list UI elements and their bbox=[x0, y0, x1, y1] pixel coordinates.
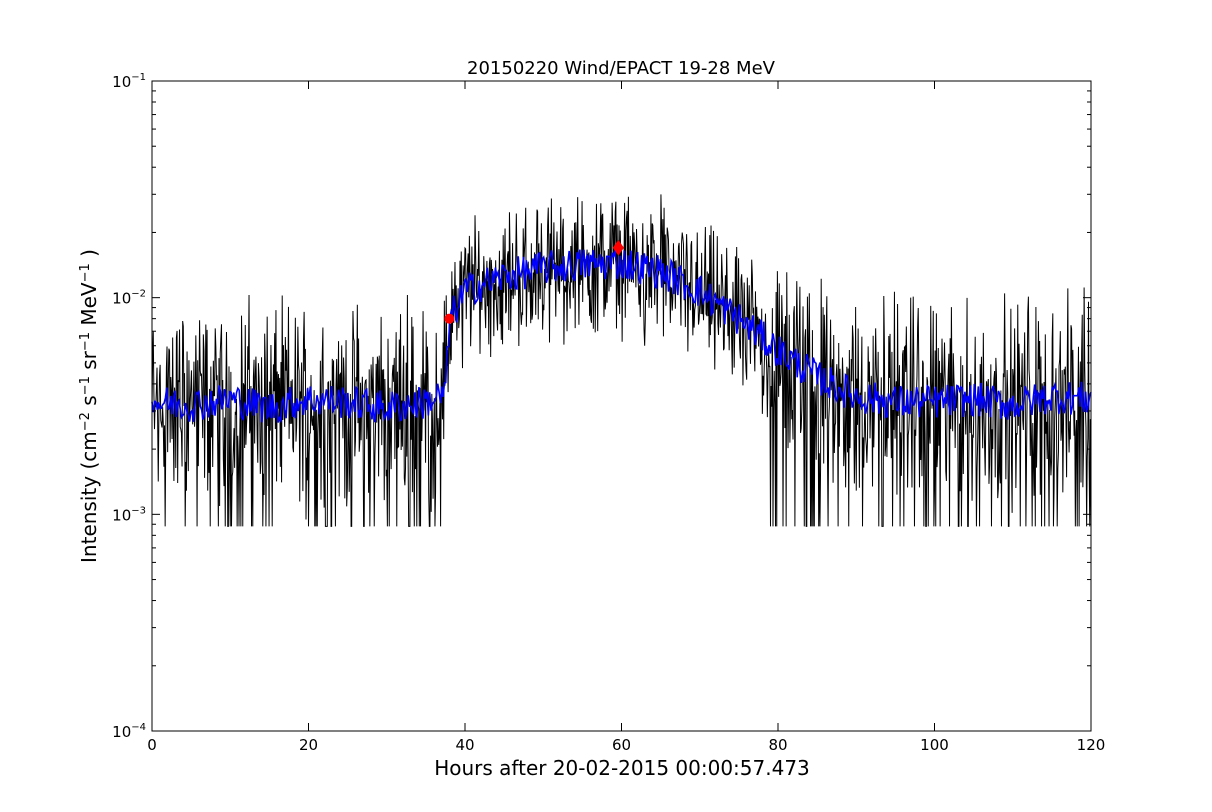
y-tick-base: 10 bbox=[112, 723, 131, 741]
onset-peak-markers bbox=[444, 239, 624, 324]
y-label-text: MeV bbox=[77, 282, 101, 332]
y-label-exponent: −2 bbox=[78, 412, 93, 431]
x-tick-label: 100 bbox=[920, 736, 949, 754]
y-label-text: Intensity (cm bbox=[77, 431, 101, 563]
x-tick-label: 80 bbox=[768, 736, 787, 754]
x-tick-label: 40 bbox=[455, 736, 474, 754]
y-tick-label: 10−2 bbox=[112, 289, 146, 308]
y-tick-exponent: −3 bbox=[131, 505, 146, 516]
y-axis-ticks: 10−410−310−210−1 bbox=[112, 72, 1091, 741]
y-tick-base: 10 bbox=[112, 506, 131, 524]
y-tick-label: 10−4 bbox=[112, 722, 146, 741]
x-tick-label: 0 bbox=[147, 736, 157, 754]
y-tick-exponent: −4 bbox=[131, 722, 146, 733]
y-tick-label: 10−3 bbox=[112, 505, 146, 524]
smoothed-series-line bbox=[151, 249, 1092, 424]
x-tick-label: 20 bbox=[299, 736, 318, 754]
x-tick-label: 60 bbox=[612, 736, 631, 754]
smoothed-intensity-series bbox=[151, 249, 1092, 424]
y-tick-exponent: −2 bbox=[131, 289, 146, 300]
y-tick-base: 10 bbox=[112, 290, 131, 308]
x-axis-label: Hours after 20-02-2015 00:00:57.473 bbox=[434, 756, 810, 780]
y-tick-base: 10 bbox=[112, 73, 131, 91]
x-axis-ticks: 0 20 40 60 80 100 120 bbox=[147, 81, 1105, 754]
y-label-text: sr bbox=[77, 350, 101, 376]
y-label-text: ) bbox=[77, 249, 101, 263]
onset-marker bbox=[444, 313, 455, 324]
y-tick-exponent: −1 bbox=[131, 72, 146, 83]
y-label-exponent: −1 bbox=[78, 263, 93, 282]
y-axis-label: Intensity (cm−2 s−1 sr−1 MeV−1 ) bbox=[77, 249, 101, 563]
chart-title: 20150220 Wind/EPACT 19-28 MeV bbox=[467, 58, 776, 79]
x-tick-label: 120 bbox=[1077, 736, 1106, 754]
y-label-text: s bbox=[77, 395, 101, 412]
y-tick-label: 10−1 bbox=[112, 72, 146, 91]
peak-marker bbox=[612, 239, 624, 256]
y-label-exponent: −1 bbox=[78, 332, 93, 351]
y-label-exponent: −1 bbox=[78, 376, 93, 395]
